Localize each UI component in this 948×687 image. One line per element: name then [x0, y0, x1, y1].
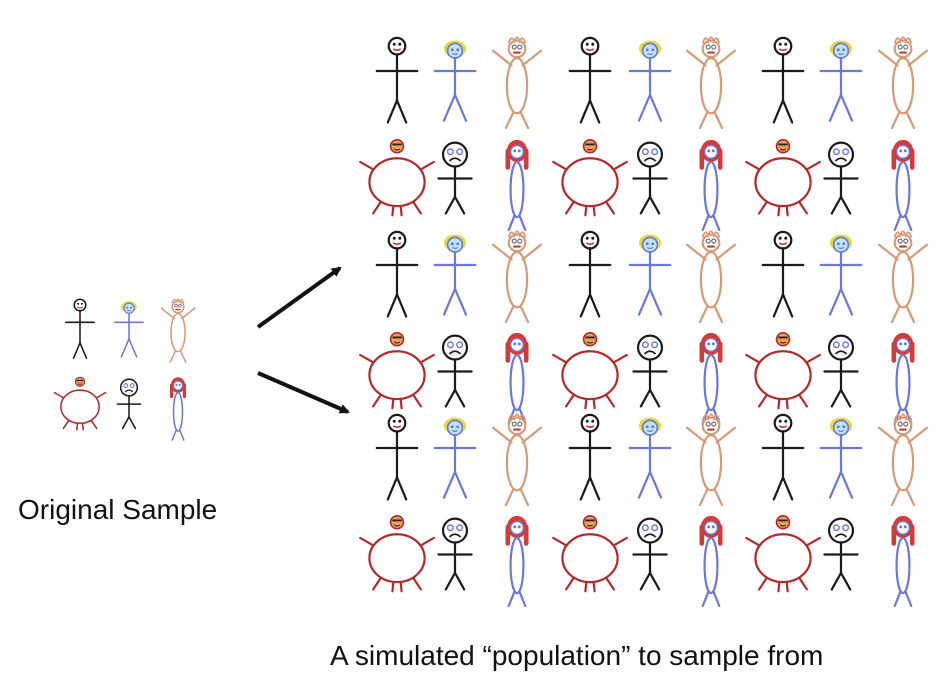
blue-girl-figure	[433, 40, 477, 122]
black-stick-figure	[375, 413, 419, 501]
blue-girl-figure	[628, 234, 672, 316]
tan-man-figure	[491, 413, 543, 507]
tan-man-figure	[685, 230, 737, 324]
sad-stick-figure	[632, 334, 668, 408]
black-stick-figure	[568, 230, 612, 318]
tan-man-figure	[877, 36, 929, 130]
sad-stick-figure	[116, 378, 142, 430]
blue-girl-figure	[628, 417, 672, 499]
black-stick-figure	[761, 230, 805, 318]
sad-stick-figure	[437, 141, 473, 215]
blue-girl-figure	[433, 234, 477, 316]
red-round-figure	[745, 139, 821, 217]
red-round-figure	[552, 515, 628, 593]
tan-man-figure	[491, 230, 543, 324]
sad-stick-figure	[823, 334, 859, 408]
blue-redhair-figure	[699, 332, 723, 425]
original-sample-label: Original Sample	[18, 494, 218, 525]
blue-girl-figure	[114, 301, 144, 358]
population-group	[359, 36, 929, 608]
blue-redhair-figure	[891, 332, 915, 425]
black-stick-figure	[65, 298, 95, 359]
blue-redhair-figure	[891, 515, 915, 608]
tan-man-figure	[685, 413, 737, 507]
sad-stick-figure	[823, 517, 859, 591]
red-round-figure	[745, 515, 821, 593]
blue-girl-figure	[819, 417, 863, 499]
tan-man-figure	[491, 36, 543, 130]
red-round-figure	[359, 515, 435, 593]
black-stick-figure	[375, 36, 419, 124]
blue-redhair-figure	[891, 139, 915, 232]
black-stick-figure	[761, 413, 805, 501]
sad-stick-figure	[632, 141, 668, 215]
black-stick-figure	[568, 36, 612, 124]
tan-man-figure	[877, 230, 929, 324]
blue-redhair-figure	[169, 377, 187, 441]
tan-man-figure	[685, 36, 737, 130]
red-round-figure	[359, 332, 435, 410]
sad-stick-figure	[437, 334, 473, 408]
blue-redhair-figure	[699, 139, 723, 232]
black-stick-figure	[568, 413, 612, 501]
black-stick-figure	[375, 230, 419, 318]
blue-girl-figure	[628, 40, 672, 122]
population-label: A simulated “population” to sample from	[330, 640, 824, 671]
sad-stick-figure	[632, 517, 668, 591]
tan-man-figure	[877, 413, 929, 507]
red-round-figure	[745, 332, 821, 410]
blue-girl-figure	[819, 234, 863, 316]
blue-girl-figure	[433, 417, 477, 499]
sad-stick-figure	[437, 517, 473, 591]
blue-redhair-figure	[505, 332, 529, 425]
red-round-figure	[552, 139, 628, 217]
red-round-figure	[552, 332, 628, 410]
blue-redhair-figure	[505, 515, 529, 608]
sad-stick-figure	[823, 141, 859, 215]
red-round-figure	[359, 139, 435, 217]
black-stick-figure	[761, 36, 805, 124]
red-round-figure	[53, 376, 107, 431]
arrow-down	[257, 371, 350, 414]
original-sample-group	[53, 298, 196, 441]
tan-man-figure	[160, 298, 196, 363]
blue-girl-figure	[819, 40, 863, 122]
blue-redhair-figure	[505, 139, 529, 232]
arrow-up	[256, 266, 342, 329]
blue-redhair-figure	[699, 515, 723, 608]
